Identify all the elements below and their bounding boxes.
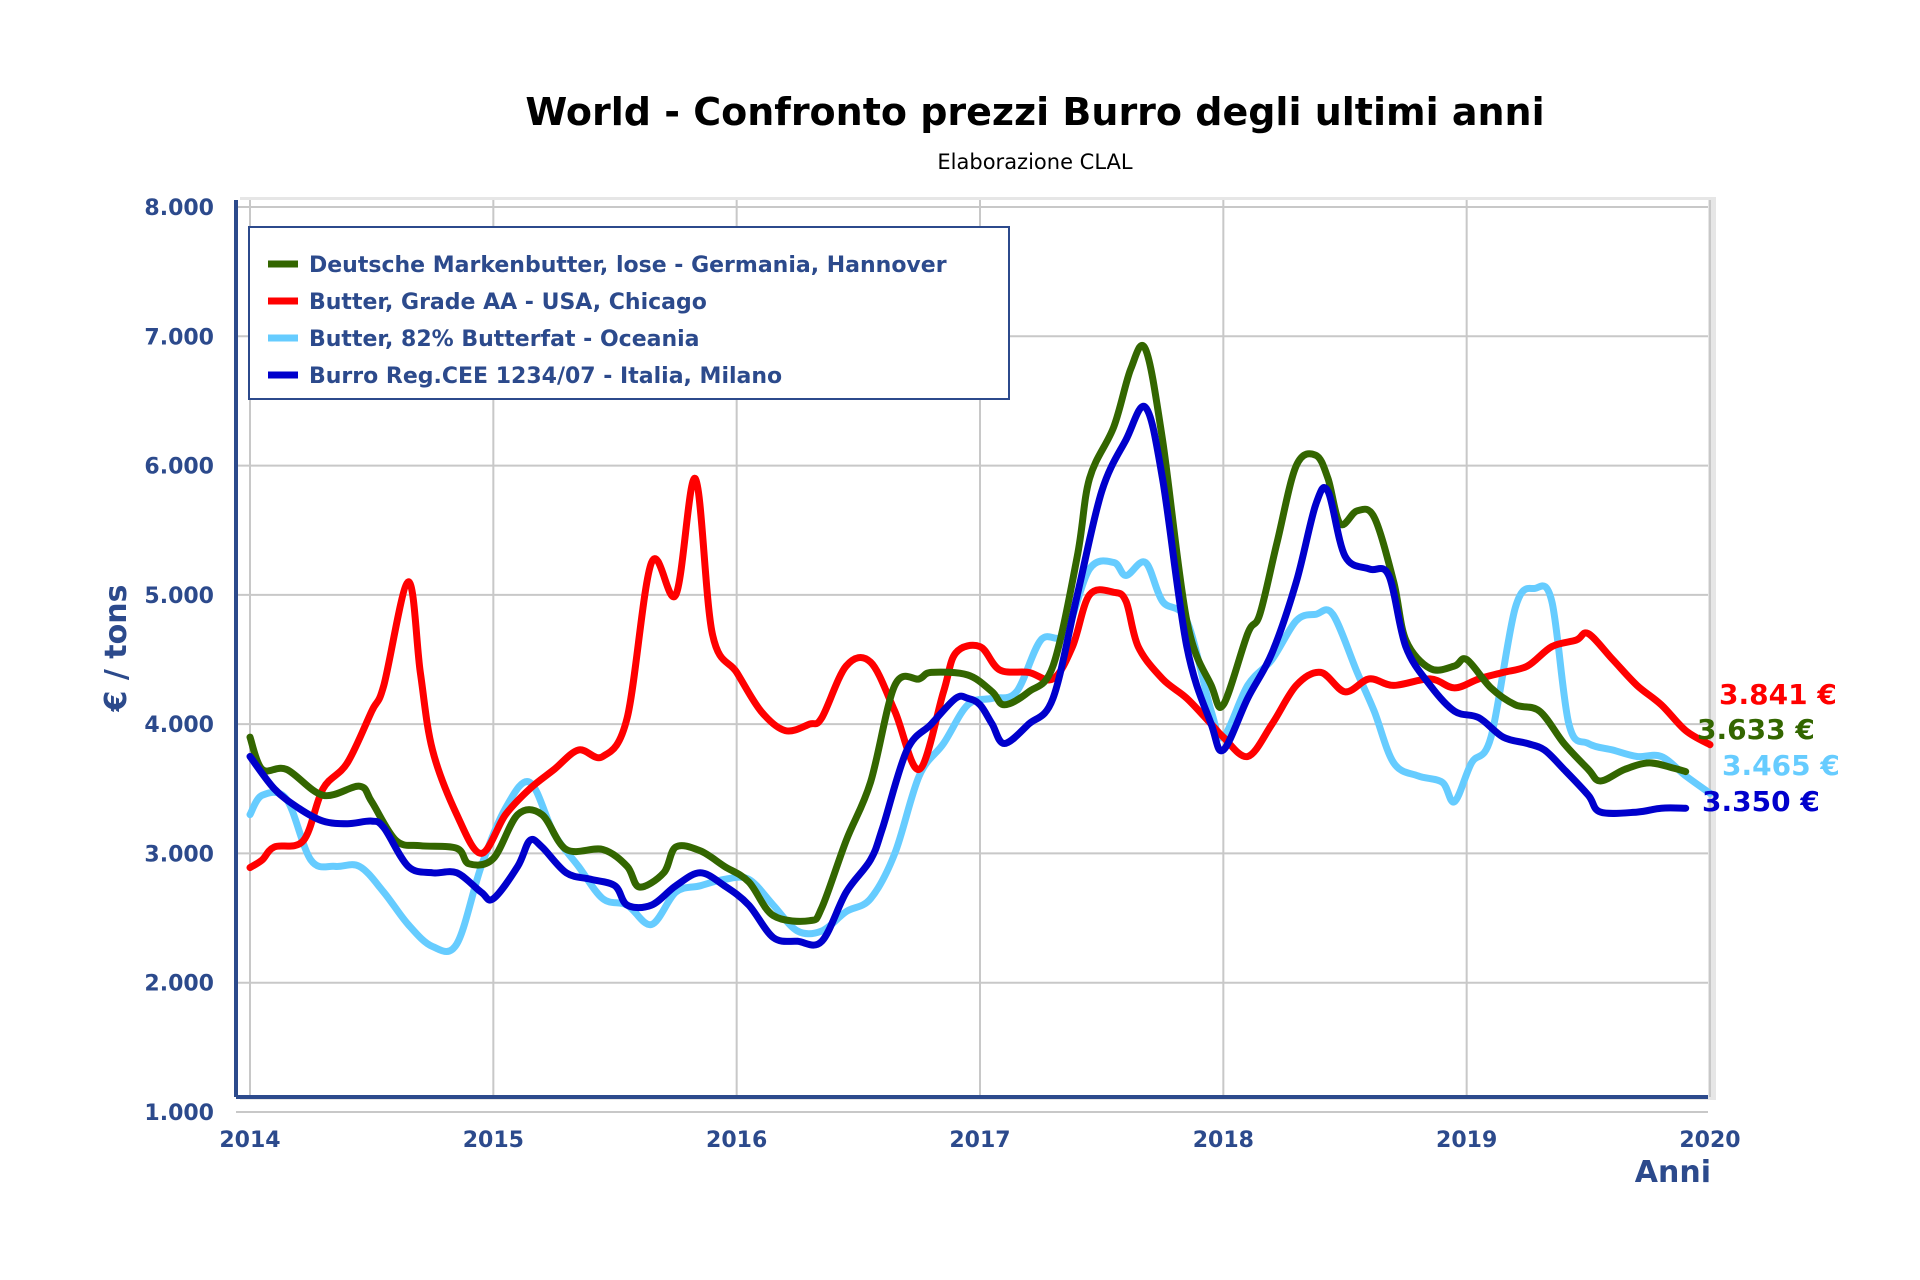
series-lines [246, 341, 1714, 955]
x-tick-label: 2019 [1436, 1128, 1497, 1153]
x-axis-title: Anni [1635, 1155, 1711, 1190]
y-tick-label: 2.000 [144, 972, 214, 997]
legend-item-italia-milano: Burro Reg.CEE 1234/07 - Italia, Milano [268, 364, 782, 389]
legend-item-germania-hannover: Deutsche Markenbutter, lose - Germania, … [268, 253, 947, 278]
y-tick-labels: 1.000 2.000 3.000 4.000 5.000 6.000 7.000 8.000 [144, 196, 214, 1126]
x-tick-label: 2015 [463, 1128, 524, 1153]
end-label-usa-chicago: 3.841 € [1719, 678, 1837, 711]
y-tick-label: 3.000 [144, 842, 214, 867]
x-tick-label: 2018 [1193, 1128, 1254, 1153]
legend-box [248, 226, 1010, 400]
end-label-germania-hannover: 3.633 € [1697, 713, 1815, 746]
y-tick-label: 7.000 [144, 325, 214, 350]
y-tick-label: 8.000 [144, 196, 214, 221]
chart-title: World - Confronto prezzi Burro degli ult… [525, 90, 1544, 134]
end-label-italia-milano: 3.350 € [1702, 785, 1820, 818]
y-tick-label: 4.000 [144, 713, 214, 738]
x-tick-label: 2014 [219, 1128, 280, 1153]
x-tick-label: 2017 [949, 1128, 1010, 1153]
x-tick-label: 2016 [706, 1128, 767, 1153]
legend-label: Butter, 82% Butterfat - Oceania [309, 327, 700, 352]
y-tick-label: 1.000 [144, 1101, 214, 1126]
series-line-italia-milano [246, 402, 1690, 949]
y-axis-title: € / tons [99, 585, 134, 713]
legend-label: Butter, Grade AA - USA, Chicago [309, 290, 707, 315]
chart-subtitle: Elaborazione CLAL [937, 150, 1132, 174]
series-line-germania-hannover [246, 341, 1690, 925]
grid-lines [236, 200, 1711, 1113]
y-tick-label: 6.000 [144, 455, 214, 480]
y-tick-label: 5.000 [144, 584, 214, 609]
end-label-oceania: 3.465 € [1722, 749, 1840, 782]
x-tick-labels: 2014 2015 2016 2017 2018 2019 2020 [219, 1128, 1740, 1153]
legend-item-usa-chicago: Butter, Grade AA - USA, Chicago [268, 290, 707, 315]
legend-item-oceania: Butter, 82% Butterfat - Oceania [268, 327, 700, 352]
legend: Deutsche Markenbutter, lose - Germania, … [248, 226, 1010, 400]
end-value-labels: 3.633 €3.841 € 3.465 €3.350 € [1697, 678, 1840, 818]
legend-label: Burro Reg.CEE 1234/07 - Italia, Milano [309, 364, 782, 389]
legend-label: Deutsche Markenbutter, lose - Germania, … [309, 253, 947, 278]
x-tick-label: 2020 [1679, 1128, 1740, 1153]
